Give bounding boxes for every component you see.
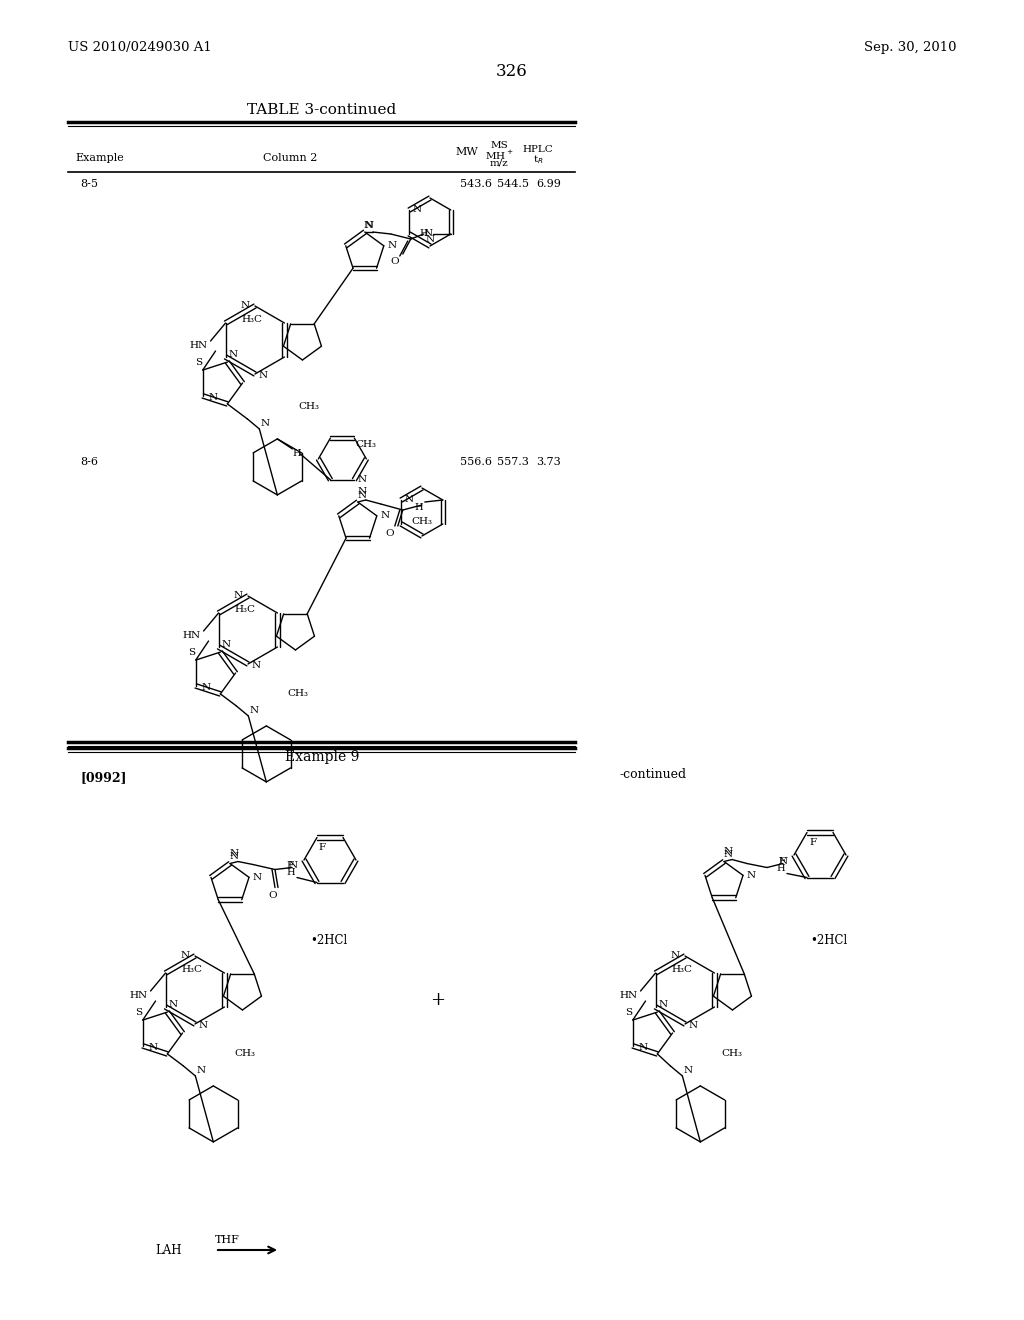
Text: HN: HN bbox=[129, 991, 147, 1001]
Text: N: N bbox=[404, 495, 414, 504]
Text: N: N bbox=[233, 591, 243, 601]
Text: Example: Example bbox=[76, 153, 124, 162]
Text: 556.6: 556.6 bbox=[460, 457, 492, 467]
Text: O: O bbox=[390, 257, 399, 267]
Text: 6.99: 6.99 bbox=[536, 180, 561, 189]
Text: CH₃: CH₃ bbox=[722, 1049, 742, 1059]
Text: HN: HN bbox=[182, 631, 201, 640]
Text: O: O bbox=[268, 891, 278, 900]
Text: H: H bbox=[420, 230, 428, 239]
Text: m/z: m/z bbox=[489, 158, 508, 168]
Text: 8-5: 8-5 bbox=[80, 180, 98, 189]
Text: N: N bbox=[688, 1022, 697, 1031]
Text: H: H bbox=[415, 503, 423, 511]
Text: N: N bbox=[148, 1043, 158, 1052]
Text: H₃C: H₃C bbox=[242, 314, 262, 323]
Text: N: N bbox=[778, 857, 787, 866]
Text: N: N bbox=[201, 684, 210, 693]
Text: S: S bbox=[196, 358, 203, 367]
Text: H: H bbox=[292, 449, 301, 458]
Text: N: N bbox=[289, 861, 298, 870]
Text: N: N bbox=[197, 1067, 206, 1076]
Text: US 2010/0249030 A1: US 2010/0249030 A1 bbox=[68, 41, 212, 54]
Text: MW: MW bbox=[456, 147, 478, 157]
Text: N: N bbox=[380, 511, 389, 520]
Text: MH$^+$: MH$^+$ bbox=[484, 148, 513, 161]
Text: 557.3: 557.3 bbox=[497, 457, 528, 467]
Text: N: N bbox=[658, 999, 668, 1008]
Text: N: N bbox=[253, 873, 261, 882]
Text: N: N bbox=[250, 706, 259, 715]
Text: H: H bbox=[776, 865, 785, 873]
Text: [0992]: [0992] bbox=[80, 771, 127, 784]
Text: H₃C: H₃C bbox=[672, 965, 692, 974]
Text: HN: HN bbox=[189, 342, 208, 351]
Text: CH₃: CH₃ bbox=[299, 403, 319, 412]
Text: 544.5: 544.5 bbox=[497, 180, 529, 189]
Text: LAH: LAH bbox=[155, 1243, 181, 1257]
Text: 543.6: 543.6 bbox=[460, 180, 492, 189]
Text: N: N bbox=[261, 420, 270, 429]
Text: Column 2: Column 2 bbox=[263, 153, 317, 162]
Text: S: S bbox=[626, 1007, 632, 1016]
Text: N: N bbox=[684, 1067, 693, 1076]
Text: N: N bbox=[229, 851, 239, 861]
Text: N: N bbox=[241, 301, 250, 310]
Text: Example 9: Example 9 bbox=[285, 750, 359, 764]
Text: N: N bbox=[671, 952, 680, 961]
Text: 8-6: 8-6 bbox=[80, 457, 98, 467]
Text: H₃C: H₃C bbox=[234, 605, 255, 614]
Text: Sep. 30, 2010: Sep. 30, 2010 bbox=[863, 41, 956, 54]
Text: N: N bbox=[208, 393, 217, 403]
Text: -continued: -continued bbox=[620, 768, 687, 781]
Text: S: S bbox=[188, 648, 196, 656]
Text: H: H bbox=[287, 869, 295, 876]
Text: N: N bbox=[180, 952, 189, 961]
Text: THF: THF bbox=[215, 1236, 240, 1245]
Text: 326: 326 bbox=[496, 63, 528, 81]
Text: N: N bbox=[638, 1043, 647, 1052]
Text: CH₃: CH₃ bbox=[234, 1049, 256, 1059]
Text: N: N bbox=[364, 220, 373, 230]
Text: N: N bbox=[423, 228, 432, 238]
Text: N: N bbox=[425, 235, 434, 244]
Text: HPLC: HPLC bbox=[522, 145, 553, 154]
Text: N: N bbox=[169, 999, 178, 1008]
Text: F: F bbox=[287, 861, 294, 870]
Text: TABLE 3-continued: TABLE 3-continued bbox=[248, 103, 396, 117]
Text: F: F bbox=[318, 843, 326, 851]
Text: N: N bbox=[252, 661, 260, 671]
Text: N: N bbox=[746, 871, 756, 880]
Text: CH₃: CH₃ bbox=[356, 441, 377, 449]
Text: O: O bbox=[385, 529, 394, 539]
Text: F: F bbox=[809, 838, 816, 847]
Text: •2HCl: •2HCl bbox=[810, 933, 847, 946]
Text: CH₃: CH₃ bbox=[412, 517, 432, 527]
Text: N: N bbox=[228, 350, 238, 359]
Text: N: N bbox=[229, 849, 239, 858]
Text: N: N bbox=[357, 475, 367, 484]
Text: MS: MS bbox=[490, 141, 508, 150]
Text: •2HCl: •2HCl bbox=[310, 933, 347, 946]
Text: F: F bbox=[778, 857, 785, 866]
Text: HN: HN bbox=[620, 991, 638, 1001]
Text: +: + bbox=[430, 991, 445, 1008]
Text: N: N bbox=[387, 242, 396, 251]
Text: N: N bbox=[222, 640, 231, 648]
Text: H₃C: H₃C bbox=[181, 965, 203, 974]
Text: N: N bbox=[723, 847, 732, 855]
Text: t$_R$: t$_R$ bbox=[532, 153, 544, 166]
Text: N: N bbox=[258, 371, 267, 380]
Text: N: N bbox=[365, 220, 374, 230]
Text: N: N bbox=[723, 850, 732, 859]
Text: N: N bbox=[413, 206, 422, 214]
Text: S: S bbox=[135, 1007, 142, 1016]
Text: N: N bbox=[199, 1022, 208, 1031]
Text: 3.73: 3.73 bbox=[536, 457, 561, 467]
Text: CH₃: CH₃ bbox=[288, 689, 309, 698]
Text: N: N bbox=[357, 491, 367, 499]
Text: N: N bbox=[357, 487, 367, 496]
